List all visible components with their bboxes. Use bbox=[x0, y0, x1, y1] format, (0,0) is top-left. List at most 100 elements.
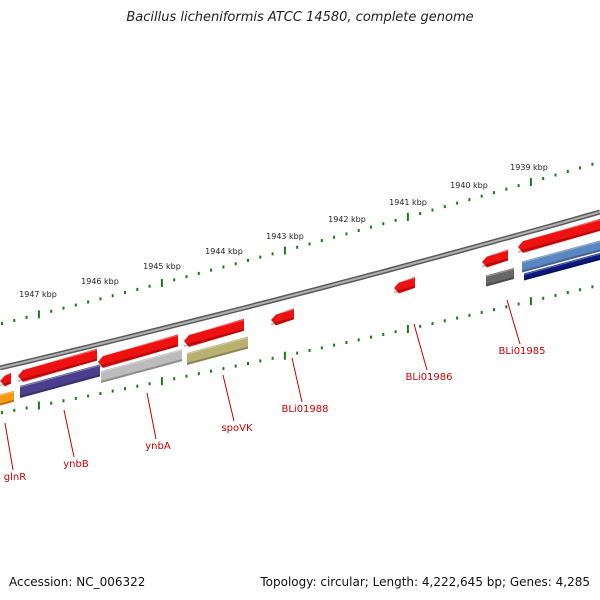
outer-tick bbox=[529, 178, 532, 187]
gene-label: spoVK bbox=[221, 423, 253, 434]
gene-ynbA bbox=[100, 349, 183, 383]
inner-tick bbox=[124, 387, 126, 391]
inner-tick bbox=[197, 372, 200, 376]
inner-tick bbox=[566, 291, 569, 295]
inner-tick bbox=[505, 305, 508, 309]
label-leader bbox=[413, 323, 428, 371]
inner-tick bbox=[493, 308, 495, 312]
inner-tick bbox=[247, 361, 249, 365]
kbp-label: 1941 kbp bbox=[389, 198, 427, 207]
outer-tick bbox=[13, 318, 16, 322]
inner-tick bbox=[62, 399, 65, 403]
inner-tick bbox=[271, 356, 274, 360]
inner-tick bbox=[1, 411, 3, 415]
outer-tick bbox=[25, 315, 28, 319]
inner-tick bbox=[136, 384, 139, 388]
outer-tick bbox=[234, 262, 237, 266]
outer-tick bbox=[566, 169, 569, 173]
outer-tick bbox=[419, 211, 422, 215]
inner-tick bbox=[111, 389, 114, 393]
outer-tick bbox=[283, 246, 286, 255]
inner-tick bbox=[370, 335, 372, 339]
inner-tick bbox=[148, 382, 151, 386]
inner-tick bbox=[13, 408, 16, 412]
inner-tick bbox=[296, 351, 299, 355]
outer-tick bbox=[197, 271, 200, 275]
outer-tick bbox=[357, 229, 360, 233]
inner-tick bbox=[234, 364, 237, 368]
outer-tick bbox=[542, 177, 545, 181]
outer-tick bbox=[308, 242, 311, 246]
outer-tick bbox=[87, 300, 90, 304]
outer-tick bbox=[296, 245, 299, 249]
outer-tick bbox=[468, 198, 471, 202]
inner-tick bbox=[468, 313, 471, 317]
gene-label: glnR bbox=[4, 472, 26, 483]
gene-blue-dark bbox=[523, 252, 600, 281]
outer-tick bbox=[406, 212, 409, 221]
outer-tick bbox=[111, 294, 114, 298]
outer-tick bbox=[1, 322, 3, 326]
gene-group bbox=[0, 218, 600, 406]
inner-tick bbox=[443, 319, 446, 323]
gene-label: BLi01986 bbox=[405, 372, 452, 383]
outer-tick bbox=[320, 239, 323, 243]
inner-tick bbox=[554, 293, 557, 297]
inner-tick bbox=[333, 343, 336, 347]
outer-tick bbox=[333, 235, 336, 239]
gene-forward bbox=[0, 372, 12, 387]
outer-tick bbox=[345, 232, 348, 236]
kbp-label: 1942 kbp bbox=[328, 215, 366, 224]
label-leader bbox=[506, 299, 521, 345]
outer-tick bbox=[370, 225, 372, 229]
gene-forward bbox=[517, 218, 600, 253]
gene-glnR bbox=[0, 390, 15, 406]
outer-tick bbox=[443, 205, 446, 209]
inner-tick bbox=[308, 348, 311, 352]
gene-ynbB bbox=[19, 364, 101, 398]
gene-forward bbox=[393, 276, 416, 294]
kbp-label: 1940 kbp bbox=[450, 181, 488, 190]
inner-tick bbox=[25, 406, 28, 410]
label-leader bbox=[4, 422, 14, 471]
outer-tick bbox=[222, 265, 225, 269]
label-leader bbox=[291, 357, 303, 403]
kbp-label: 1939 kbp bbox=[510, 163, 548, 172]
outer-tick bbox=[456, 201, 459, 205]
gene-label-group: BLi01985 BLi01986 BLi01988 spoVK ynbA ynbB gln… bbox=[4, 346, 546, 483]
inner-tick bbox=[222, 367, 225, 371]
inner-tick bbox=[456, 316, 459, 320]
inner-tick bbox=[357, 338, 360, 342]
outer-tick bbox=[591, 162, 594, 166]
gene-forward bbox=[17, 348, 98, 382]
accession-text: Accession: NC_006322 bbox=[9, 575, 146, 589]
inner-tick bbox=[320, 346, 323, 350]
inner-tick bbox=[50, 401, 53, 405]
genome-backbone bbox=[0, 209, 600, 371]
label-leader-group bbox=[4, 299, 521, 471]
kbp-label: 1945 kbp bbox=[143, 262, 181, 271]
inner-tick bbox=[542, 296, 545, 300]
inner-tick bbox=[210, 369, 213, 373]
kbp-label: 1947 kbp bbox=[19, 290, 57, 299]
inner-tick bbox=[259, 359, 262, 363]
outer-tick bbox=[148, 284, 151, 288]
gene-label: ynbB bbox=[63, 459, 89, 470]
inner-tick bbox=[345, 341, 348, 345]
outer-tick bbox=[99, 297, 102, 301]
gene-dark-gray bbox=[485, 267, 515, 287]
inner-tick bbox=[406, 325, 409, 334]
outer-tick bbox=[173, 278, 176, 282]
kbp-label: 1944 kbp bbox=[205, 247, 243, 256]
inner-tick bbox=[185, 374, 188, 378]
outer-tick bbox=[517, 184, 520, 188]
outer-tick bbox=[50, 309, 53, 313]
outer-tick bbox=[505, 187, 508, 191]
outer-tick bbox=[124, 291, 126, 295]
inner-tick bbox=[160, 377, 163, 386]
outer-tick bbox=[259, 255, 262, 259]
backbone-highlight bbox=[0, 211, 600, 369]
map-title: Bacillus licheniformis ATCC 14580, compl… bbox=[126, 10, 474, 25]
outer-tick bbox=[554, 173, 557, 177]
